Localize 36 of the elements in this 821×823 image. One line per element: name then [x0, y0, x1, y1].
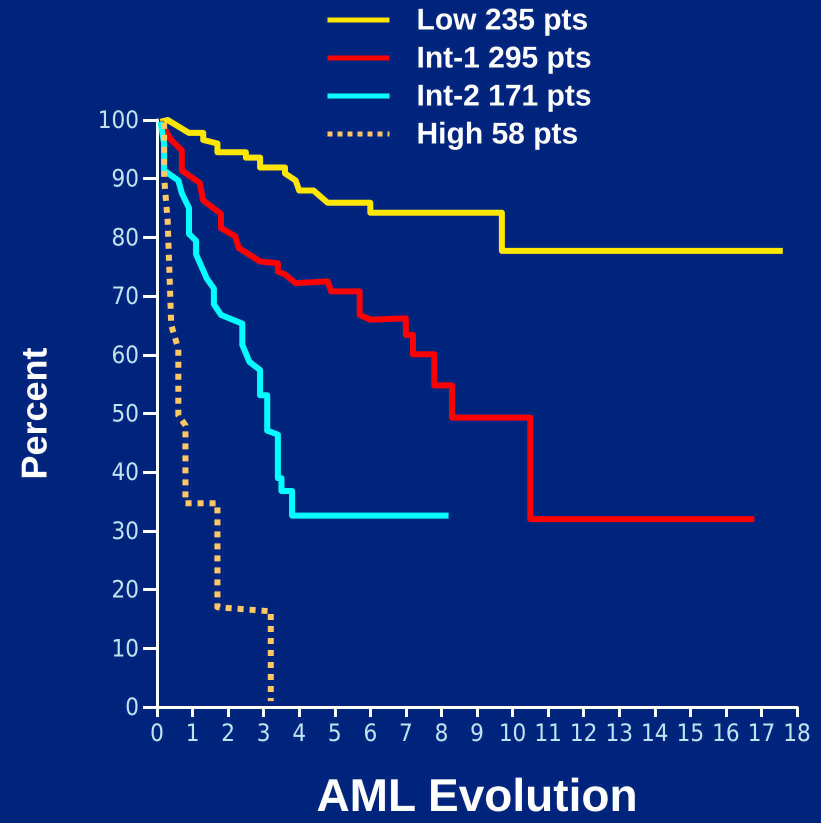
x-tick-label: 0 [150, 719, 164, 747]
x-tick-label: 4 [292, 719, 306, 747]
x-tick-label: 6 [363, 719, 378, 747]
y-tick-label: 10 [112, 634, 139, 662]
x-tick-label: 18 [783, 719, 811, 747]
y-tick-label: 80 [112, 223, 139, 252]
x-tick-label: 15 [676, 719, 704, 747]
y-tick-label: 40 [112, 458, 139, 486]
x-tick-label: 14 [641, 719, 669, 747]
x-tick-label: 11 [534, 719, 562, 747]
x-tick-label: 7 [399, 719, 413, 747]
y-tick-label: 70 [112, 282, 139, 310]
y-tick-label: 60 [112, 340, 139, 369]
legend-label: Int-1 295 pts [416, 42, 592, 74]
x-tick-label: 16 [712, 719, 740, 747]
y-axis-title: Percent [14, 347, 54, 480]
y-tick-label: 20 [112, 576, 139, 604]
x-tick-label: 1 [186, 719, 200, 747]
legend-label: High 58 pts [416, 118, 578, 150]
x-tick-label: 8 [434, 719, 448, 747]
x-tick-label: 13 [605, 719, 633, 747]
x-axis-title: AML Evolution [316, 769, 638, 821]
legend-label: Low 235 pts [416, 4, 588, 36]
x-tick-label: 5 [328, 719, 342, 747]
y-tick-label: 100 [98, 106, 139, 134]
x-tick-label: 12 [570, 719, 598, 747]
x-tick-label: 9 [470, 719, 484, 747]
y-tick-label: 0 [125, 693, 139, 721]
legend-label: Int-2 171 pts [416, 80, 592, 112]
x-tick-label: 10 [498, 719, 526, 747]
x-tick-label: 3 [256, 719, 271, 747]
y-tick-label: 90 [112, 164, 139, 193]
x-tick-label: 17 [748, 719, 776, 747]
y-tick-label: 30 [112, 516, 139, 545]
y-tick-label: 50 [112, 400, 139, 428]
x-tick-label: 2 [221, 719, 235, 747]
